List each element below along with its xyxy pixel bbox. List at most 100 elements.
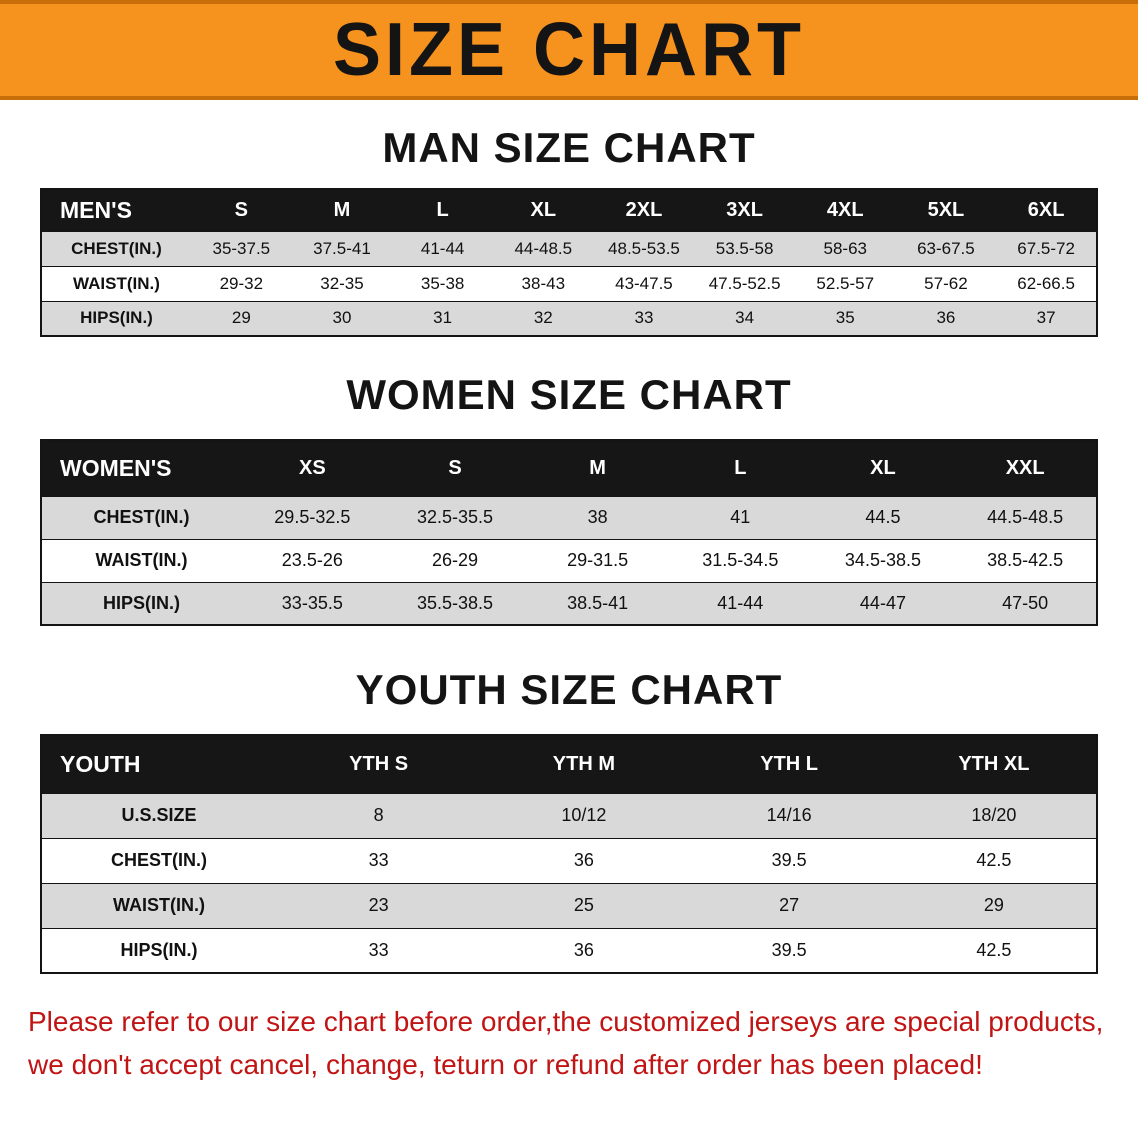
men-section-heading: MAN SIZE CHART [382, 124, 756, 171]
value-cell: 32-35 [291, 265, 393, 302]
value-cell: 48.5-53.5 [593, 230, 695, 267]
value-cell: 67.5-72 [996, 230, 1097, 267]
table-row: HIPS(IN.) 29 30 31 32 33 34 35 36 37 [41, 300, 1097, 337]
size-header-cell: S [383, 439, 527, 497]
size-header-cell: YTH S [276, 734, 482, 794]
value-cell: 44-48.5 [492, 230, 594, 267]
row-label-cell: CHEST(IN.) [41, 495, 241, 540]
value-cell: 44.5-48.5 [954, 495, 1097, 540]
value-cell: 23.5-26 [241, 538, 384, 583]
value-cell: 38.5-41 [526, 581, 669, 626]
size-header-cell: S [191, 188, 292, 232]
value-cell: 29 [191, 300, 292, 337]
row-label-cell: HIPS(IN.) [41, 300, 191, 337]
value-cell: 35-37.5 [191, 230, 292, 267]
size-header-cell: XL [492, 188, 594, 232]
size-header-cell: 4XL [794, 188, 896, 232]
value-cell: 39.5 [686, 927, 892, 974]
value-cell: 18/20 [891, 792, 1097, 839]
size-header-cell: M [526, 439, 669, 497]
value-cell: 39.5 [686, 837, 892, 884]
value-cell: 27 [686, 882, 892, 929]
size-header-cell: XXL [954, 439, 1097, 497]
table-row: HIPS(IN.) 33 36 39.5 42.5 [41, 927, 1097, 974]
value-cell: 44.5 [811, 495, 955, 540]
size-header-cell: L [668, 439, 812, 497]
table-row: CHEST(IN.) 35-37.5 37.5-41 41-44 44-48.5 48.5… [41, 230, 1097, 267]
size-header-cell: 3XL [694, 188, 795, 232]
value-cell: 36 [481, 927, 687, 974]
row-label-cell: WAIST(IN.) [41, 538, 241, 583]
row-label-cell: WAIST(IN.) [41, 265, 191, 302]
value-cell: 38.5-42.5 [954, 538, 1097, 583]
women-section-heading: WOMEN SIZE CHART [346, 371, 792, 418]
value-cell: 35 [794, 300, 896, 337]
value-cell: 37 [996, 300, 1097, 337]
value-cell: 52.5-57 [794, 265, 896, 302]
value-cell: 62-66.5 [996, 265, 1097, 302]
table-title-cell: WOMEN'S [41, 439, 241, 497]
table-header-row: WOMEN'S XS S M L XL XXL [41, 439, 1097, 497]
women-size-table: WOMEN'S XS S M L XL XXL CHEST(IN.) 29.5-32.5 32.5… [40, 439, 1098, 626]
value-cell: 25 [481, 882, 687, 929]
value-cell: 14/16 [686, 792, 892, 839]
value-cell: 33 [276, 837, 482, 884]
value-cell: 33 [593, 300, 695, 337]
size-header-cell: 6XL [996, 188, 1097, 232]
value-cell: 35-38 [392, 265, 493, 302]
size-header-cell: XS [241, 439, 384, 497]
value-cell: 42.5 [891, 837, 1097, 884]
row-label-cell: U.S.SIZE [41, 792, 276, 839]
value-cell: 29-31.5 [526, 538, 669, 583]
value-cell: 34.5-38.5 [811, 538, 955, 583]
value-cell: 41-44 [668, 581, 812, 626]
value-cell: 57-62 [895, 265, 997, 302]
value-cell: 37.5-41 [291, 230, 393, 267]
value-cell: 58-63 [794, 230, 896, 267]
value-cell: 32.5-35.5 [383, 495, 527, 540]
footer-warning-line1: Please refer to our size chart before or… [28, 1006, 1104, 1037]
value-cell: 29.5-32.5 [241, 495, 384, 540]
table-header-row: YOUTH YTH S YTH M YTH L YTH XL [41, 734, 1097, 794]
value-cell: 38-43 [492, 265, 594, 302]
row-label-cell: CHEST(IN.) [41, 230, 191, 267]
value-cell: 31 [392, 300, 493, 337]
table-row: WAIST(IN.) 23.5-26 26-29 29-31.5 31.5-34.5 34… [41, 538, 1097, 583]
men-size-table: MEN'S S M L XL 2XL 3XL 4XL 5XL 6XL CHEST(IN.) 35-37… [40, 188, 1098, 337]
value-cell: 33-35.5 [241, 581, 384, 626]
youth-section-heading: YOUTH SIZE CHART [355, 666, 783, 713]
table-row: CHEST(IN.) 33 36 39.5 42.5 [41, 837, 1097, 884]
size-header-cell: XL [811, 439, 955, 497]
value-cell: 41 [668, 495, 812, 540]
table-row: WAIST(IN.) 29-32 32-35 35-38 38-43 43-47.5 47.… [41, 265, 1097, 302]
table-row: U.S.SIZE 8 10/12 14/16 18/20 [41, 792, 1097, 839]
size-header-cell: YTH M [481, 734, 687, 794]
value-cell: 47-50 [954, 581, 1097, 626]
size-header-cell: M [291, 188, 393, 232]
footer-warning: Please refer to our size chart before or… [28, 1000, 1118, 1087]
footer-warning-line2: we don't accept cancel, change, teturn o… [28, 1049, 983, 1081]
row-label-cell: HIPS(IN.) [41, 927, 276, 974]
value-cell: 33 [276, 927, 482, 974]
value-cell: 38 [526, 495, 669, 540]
value-cell: 32 [492, 300, 594, 337]
table-row: WAIST(IN.) 23 25 27 29 [41, 882, 1097, 929]
value-cell: 42.5 [891, 927, 1097, 974]
value-cell: 31.5-34.5 [668, 538, 812, 583]
value-cell: 53.5-58 [694, 230, 795, 267]
value-cell: 34 [694, 300, 795, 337]
size-header-cell: YTH L [686, 734, 892, 794]
value-cell: 41-44 [392, 230, 493, 267]
row-label-cell: HIPS(IN.) [41, 581, 241, 626]
value-cell: 35.5-38.5 [383, 581, 527, 626]
table-title-cell: YOUTH [41, 734, 276, 794]
youth-size-table: YOUTH YTH S YTH M YTH L YTH XL U.S.SIZE 8 10/12… [40, 734, 1098, 974]
value-cell: 36 [895, 300, 997, 337]
value-cell: 30 [291, 300, 393, 337]
value-cell: 47.5-52.5 [694, 265, 795, 302]
value-cell: 63-67.5 [895, 230, 997, 267]
table-header-row: MEN'S S M L XL 2XL 3XL 4XL 5XL 6XL [41, 188, 1097, 232]
banner: SIZE CHART [0, 0, 1138, 100]
value-cell: 36 [481, 837, 687, 884]
